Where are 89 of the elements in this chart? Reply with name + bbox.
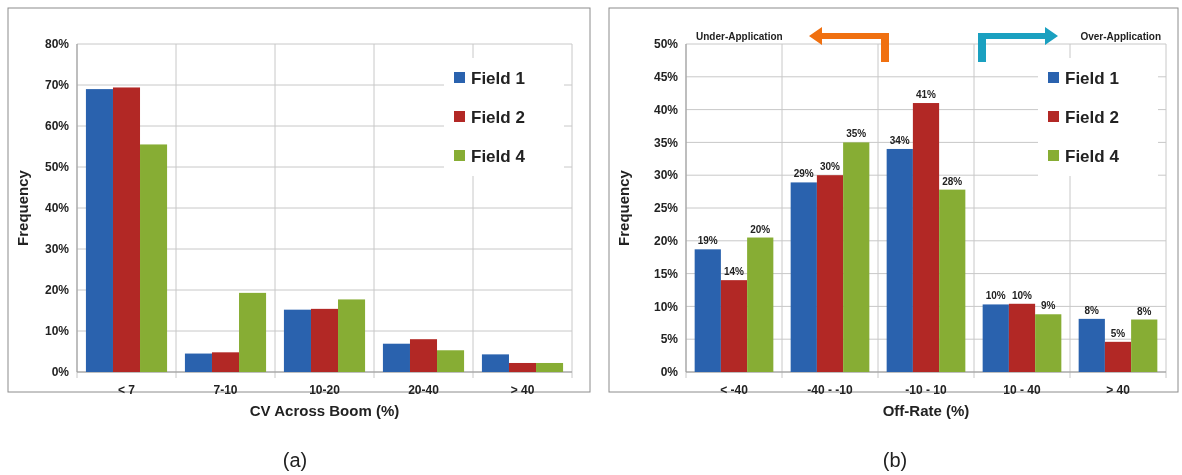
y-tick-label: 50%	[653, 37, 679, 52]
legend-label: Field 4	[471, 146, 526, 166]
legend-label: Field 1	[471, 68, 525, 88]
y-tick-label: 35%	[653, 135, 679, 150]
data-label: 10%	[1011, 289, 1033, 301]
y-tick-label: 30%	[44, 242, 70, 257]
y-axis-title: Frequency	[615, 169, 632, 246]
bar	[338, 299, 366, 372]
y-tick-label: 10%	[653, 299, 679, 314]
y-tick-label: 50%	[44, 160, 70, 175]
x-tick-label: 10-20	[309, 383, 341, 397]
bar	[437, 350, 465, 372]
bar	[508, 362, 537, 372]
text: Over-Application	[1080, 31, 1161, 42]
y-tick-label: 15%	[653, 266, 679, 281]
bar	[1104, 341, 1132, 372]
bar	[283, 309, 311, 372]
bar	[816, 175, 844, 372]
legend-label: Field 2	[1065, 107, 1119, 127]
x-axis-title: Off-Rate (%)	[882, 402, 970, 419]
bar	[1035, 314, 1062, 372]
x-tick-label: 7-10	[213, 383, 238, 397]
data-label: 20%	[750, 223, 771, 235]
bar	[211, 352, 240, 372]
bar	[140, 144, 168, 372]
bar	[1078, 318, 1105, 372]
x-tick-label: > 40	[510, 383, 535, 397]
text: Under-Application	[696, 31, 783, 42]
data-label: 29%	[793, 168, 814, 180]
data-label: 14%	[723, 266, 745, 278]
data-label: 5%	[1110, 327, 1126, 339]
bar	[912, 103, 940, 372]
bar	[886, 148, 913, 372]
bar	[1131, 319, 1158, 372]
bar	[790, 182, 817, 372]
bar	[843, 142, 870, 372]
bar	[939, 189, 966, 372]
legend-label: Field 4	[1065, 146, 1120, 166]
text: (a)	[282, 449, 308, 471]
y-tick-label: 20%	[653, 234, 679, 248]
x-tick-label: 10 - 40	[1003, 383, 1042, 397]
y-tick-label: 0%	[660, 365, 679, 380]
data-label: 9%	[1041, 300, 1056, 312]
bar	[112, 87, 141, 372]
legend-label: Field 1	[1065, 68, 1119, 88]
data-label: 8%	[1137, 305, 1152, 317]
data-label: 35%	[846, 128, 867, 140]
x-tick-label: < 7	[117, 383, 136, 397]
y-tick-label: 20%	[44, 283, 70, 298]
data-label: 28%	[942, 175, 963, 187]
bar	[720, 280, 748, 372]
data-label: 30%	[819, 161, 841, 173]
y-tick-label: 0%	[51, 365, 70, 380]
y-tick-label: 60%	[44, 119, 70, 134]
bar	[481, 354, 509, 372]
y-tick-label: 45%	[653, 70, 679, 84]
y-tick-label: 5%	[660, 332, 679, 347]
data-label: 19%	[697, 235, 718, 247]
x-axis-title: CV Across Boom (%)	[249, 402, 400, 419]
x-tick-label: > 40	[1106, 383, 1131, 397]
bar	[536, 362, 564, 372]
bar	[310, 308, 339, 372]
x-tick-label: 20-40	[408, 383, 440, 397]
y-tick-label: 25%	[653, 201, 679, 216]
y-tick-label: 10%	[44, 324, 70, 339]
bar	[409, 339, 438, 372]
bar	[184, 353, 212, 372]
text: (b)	[882, 449, 908, 471]
data-label: 8%	[1084, 304, 1100, 316]
y-tick-label: 40%	[44, 201, 70, 216]
bar	[1008, 303, 1036, 372]
y-tick-label: 70%	[44, 78, 70, 93]
bar	[239, 292, 267, 372]
bar	[382, 343, 410, 372]
x-tick-label: < -40	[720, 383, 749, 397]
data-label: 10%	[985, 290, 1006, 302]
legend-label: Field 2	[471, 107, 525, 127]
bar	[747, 237, 774, 372]
y-axis-title: Frequency	[14, 169, 31, 246]
bar	[85, 89, 113, 372]
data-label: 34%	[889, 134, 910, 146]
bar	[694, 249, 721, 372]
x-tick-label: -10 - 10	[905, 383, 947, 397]
y-tick-label: 30%	[653, 168, 679, 183]
x-tick-label: -40 - -10	[807, 383, 853, 397]
y-tick-label: 40%	[653, 102, 679, 117]
y-tick-label: 80%	[44, 37, 70, 52]
bar	[982, 304, 1009, 372]
data-label: 41%	[915, 89, 937, 101]
